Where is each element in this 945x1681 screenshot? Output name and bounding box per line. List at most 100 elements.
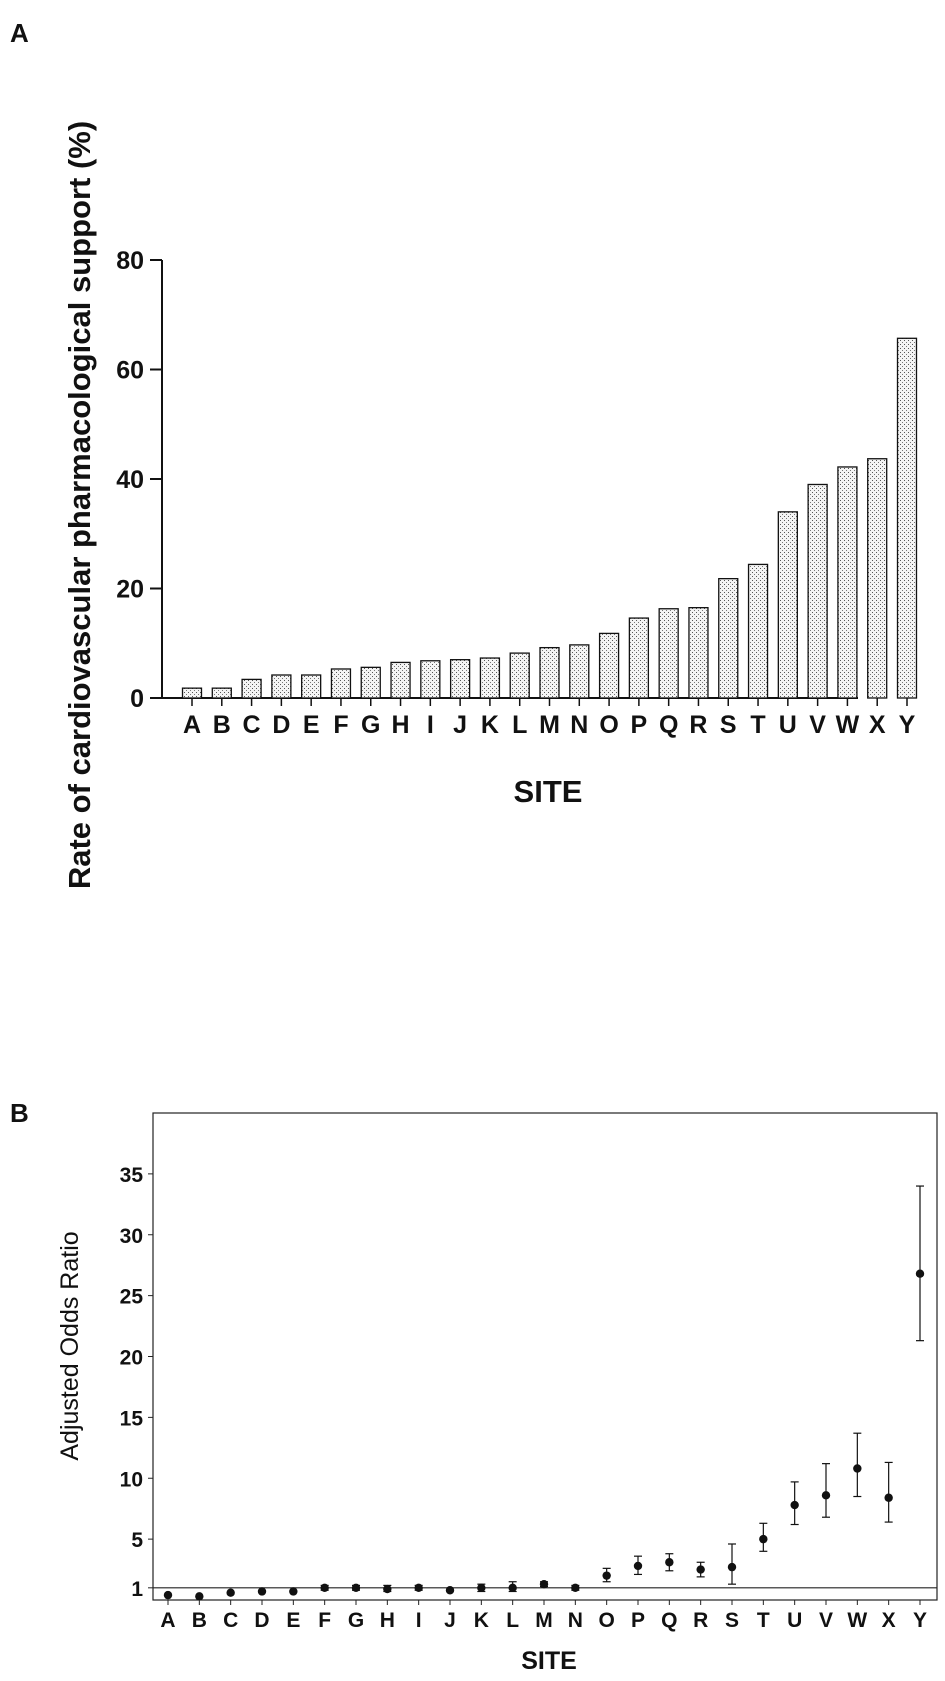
bar xyxy=(539,646,560,699)
bar xyxy=(867,458,888,699)
x-tick-label: L xyxy=(506,1609,519,1632)
x-tick-label: Y xyxy=(899,711,916,739)
x-tick-label: S xyxy=(725,1609,739,1632)
x-tick-label: P xyxy=(631,711,648,739)
x-tick-label: L xyxy=(512,711,527,739)
point xyxy=(289,1587,298,1596)
x-tick-label: K xyxy=(481,711,499,739)
x-tick-label: C xyxy=(223,1609,238,1632)
points xyxy=(163,1185,925,1601)
bar xyxy=(330,668,352,699)
point xyxy=(383,1584,392,1594)
plot-frame xyxy=(152,1112,938,1601)
point xyxy=(915,1269,925,1278)
x-tick-label: P xyxy=(631,1609,645,1632)
bar xyxy=(777,511,798,699)
x-tick-label: I xyxy=(427,711,434,739)
bar xyxy=(479,657,501,699)
bar xyxy=(658,608,679,699)
x-tick-label: Q xyxy=(659,711,678,739)
y-tick-label: 25 xyxy=(120,1286,144,1309)
x-tick-label: Y xyxy=(913,1609,927,1632)
point xyxy=(445,1586,455,1595)
bar xyxy=(420,660,441,699)
y-tick-label: 10 xyxy=(120,1468,143,1491)
x-tick-label: R xyxy=(689,711,707,739)
point xyxy=(351,1583,361,1593)
x-tick-label: D xyxy=(254,1609,269,1632)
x-tick-label: X xyxy=(869,711,886,739)
y-tick-label: 5 xyxy=(131,1529,143,1552)
x-tick-label: B xyxy=(192,1609,207,1632)
point xyxy=(320,1583,329,1593)
bar xyxy=(449,659,471,699)
point xyxy=(821,1491,831,1500)
bar xyxy=(181,687,203,699)
point xyxy=(539,1579,549,1589)
x-tick-label: U xyxy=(779,711,797,739)
point xyxy=(633,1561,643,1571)
y-tick-label: 35 xyxy=(120,1164,144,1187)
y-tick-label: 1 xyxy=(131,1578,143,1601)
y-tick-label: 60 xyxy=(116,357,144,385)
x-tick-label: S xyxy=(720,711,737,739)
y-tick-label: 0 xyxy=(130,685,144,713)
panel-label: B xyxy=(10,1098,29,1128)
panel-label: A xyxy=(10,18,29,48)
x-tick-label: B xyxy=(213,711,231,739)
point xyxy=(790,1500,799,1510)
x-tick-label: W xyxy=(836,711,860,739)
x-tick-label: C xyxy=(243,711,261,739)
point xyxy=(477,1583,486,1593)
bar xyxy=(241,678,262,699)
x-tick-label: H xyxy=(392,711,410,739)
x-tick-label: A xyxy=(160,1609,175,1632)
bar xyxy=(718,577,739,699)
point xyxy=(163,1590,173,1600)
y-tick-label: 20 xyxy=(116,576,144,604)
x-tick-label: E xyxy=(286,1609,300,1632)
x-tick-label: N xyxy=(570,711,588,739)
bar xyxy=(360,666,381,699)
point xyxy=(226,1588,235,1597)
y-axis-label: Adjusted Odds Ratio xyxy=(56,1231,84,1460)
plot-border xyxy=(152,1112,938,1601)
bar xyxy=(569,644,590,699)
panel-a: A Rate of cardiovascular pharmacological… xyxy=(10,18,918,889)
y-tick-label: 40 xyxy=(116,466,144,494)
point xyxy=(571,1583,580,1593)
x-tick-label: G xyxy=(348,1609,364,1632)
x-tick-label: I xyxy=(416,1609,422,1632)
x-tick-label: N xyxy=(568,1609,583,1632)
x-tick-label: T xyxy=(757,1609,770,1632)
bar xyxy=(271,674,292,699)
x-axis-label: SITE xyxy=(521,1647,577,1675)
bar xyxy=(628,617,650,699)
bar xyxy=(509,652,530,699)
bar xyxy=(807,483,828,699)
x-tick-label: V xyxy=(809,711,826,739)
y-ticks: 0 20 40 60 80 xyxy=(116,247,162,713)
y-tick-label: 30 xyxy=(120,1225,143,1248)
x-tick-label: X xyxy=(882,1609,896,1632)
point xyxy=(727,1562,737,1572)
y-tick-label: 20 xyxy=(120,1347,143,1370)
y-tick-label: 15 xyxy=(120,1407,144,1430)
bars xyxy=(181,337,918,699)
x-tick-label: R xyxy=(693,1609,708,1632)
x-tick-label: M xyxy=(539,711,560,739)
x-axis-label: SITE xyxy=(514,774,583,809)
point xyxy=(195,1592,204,1601)
bar xyxy=(896,337,918,699)
x-tick-label: F xyxy=(318,1609,331,1632)
x-tick-label: A xyxy=(183,711,201,739)
point xyxy=(853,1464,862,1473)
x-tick-label: T xyxy=(750,711,765,739)
y-axis-label: Rate of cardiovascular pharmacological s… xyxy=(62,121,97,889)
bar xyxy=(390,661,411,699)
point xyxy=(665,1558,674,1567)
bar xyxy=(747,563,769,699)
